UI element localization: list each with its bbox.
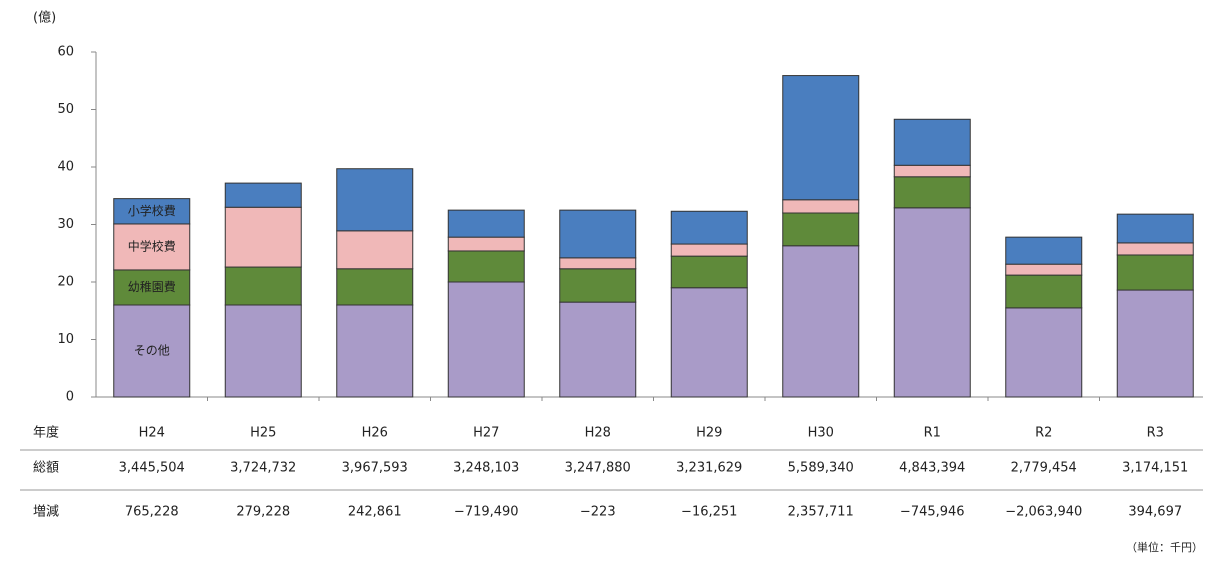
change-cell: 279,228 [236, 505, 290, 520]
bar-segment [670, 243, 748, 257]
change-cell: −745,946 [900, 505, 965, 520]
change-cell: −16,251 [681, 505, 737, 520]
bar-segment [336, 168, 414, 232]
bar-segment [447, 209, 525, 238]
bar-segment [1005, 307, 1083, 398]
x-tick-label: H27 [473, 426, 499, 441]
x-tick-label: H24 [139, 426, 165, 441]
total-cell: 3,967,593 [342, 461, 408, 476]
bar-segment [1005, 274, 1083, 309]
bar-segment [893, 176, 971, 209]
change-cell: 765,228 [125, 505, 179, 520]
row-label: 増減 [33, 504, 59, 520]
total-cell: 5,589,340 [788, 461, 854, 476]
y-tick-label: 20 [57, 275, 74, 290]
bar-segment [782, 75, 860, 201]
x-tick-label: H30 [808, 426, 834, 441]
bar-segment [559, 257, 637, 270]
total-cell: 2,779,454 [1011, 461, 1077, 476]
bar-segment [559, 209, 637, 259]
change-cell: −223 [580, 505, 616, 520]
bar-segment [336, 230, 414, 270]
bar-segment [447, 281, 525, 398]
y-tick-label: 40 [57, 160, 74, 175]
bar-segment [1005, 236, 1083, 265]
change-cell: 242,861 [348, 505, 402, 520]
bar-segment [1116, 289, 1194, 398]
x-tick-label: R2 [1035, 426, 1052, 441]
bar-segment [670, 255, 748, 289]
bar-segment [1005, 263, 1083, 276]
bar-segment [670, 287, 748, 398]
y-tick-label: 0 [66, 390, 74, 405]
y-axis-label: (億) [33, 10, 56, 26]
bar-segment [559, 301, 637, 398]
bar-segment [224, 304, 302, 398]
x-tick-label: H26 [362, 426, 388, 441]
bar-segment [670, 210, 748, 245]
legend-label: 幼稚園費 [128, 279, 176, 294]
change-cell: −719,490 [454, 505, 519, 520]
y-tick-label: 30 [57, 217, 74, 232]
total-cell: 3,231,629 [676, 461, 742, 476]
legend-label: 小学校費 [128, 203, 176, 218]
bar-segment [893, 118, 971, 166]
legend-label: 中学校費 [128, 238, 176, 253]
bar-segment [893, 164, 971, 178]
bar-segment [447, 250, 525, 283]
bar-segment [559, 268, 637, 303]
x-tick-label: H29 [696, 426, 722, 441]
bar-segment [336, 304, 414, 398]
x-tick-label: H28 [585, 426, 611, 441]
x-tick-label: H25 [250, 426, 276, 441]
bar-segment [113, 269, 191, 306]
y-tick-label: 60 [57, 45, 74, 60]
bar-segment [224, 182, 302, 208]
bar-segment [447, 236, 525, 252]
change-cell: −2,063,940 [1005, 505, 1082, 520]
y-tick-label: 50 [57, 102, 74, 117]
change-cell: 2,357,711 [788, 505, 854, 520]
total-cell: 3,445,504 [119, 461, 185, 476]
total-cell: 3,724,732 [230, 461, 296, 476]
bar-segment [336, 268, 414, 306]
row-label: 年度 [33, 425, 59, 441]
bar-segment [1116, 254, 1194, 291]
change-cell: 394,697 [1128, 505, 1182, 520]
bar-segment [782, 199, 860, 214]
bar-segment [782, 212, 860, 247]
total-cell: 3,247,880 [565, 461, 631, 476]
bar-segment [113, 198, 191, 225]
bar-segment [1116, 213, 1194, 244]
x-tick-label: R3 [1147, 426, 1164, 441]
bar-segment [782, 245, 860, 398]
unit-note: （単位：千円） [1126, 540, 1203, 554]
total-cell: 4,843,394 [899, 461, 965, 476]
total-cell: 3,174,151 [1122, 461, 1188, 476]
row-label: 総額 [33, 461, 59, 476]
x-tick-label: R1 [924, 426, 941, 441]
bar-segment [224, 206, 302, 268]
legend-label: その他 [134, 344, 170, 358]
bar-segment [113, 304, 191, 398]
y-tick-label: 10 [57, 332, 74, 347]
bar-segment [893, 207, 971, 398]
total-cell: 3,248,103 [453, 461, 519, 476]
bar-segment [1116, 242, 1194, 256]
bar-segment [224, 266, 302, 306]
